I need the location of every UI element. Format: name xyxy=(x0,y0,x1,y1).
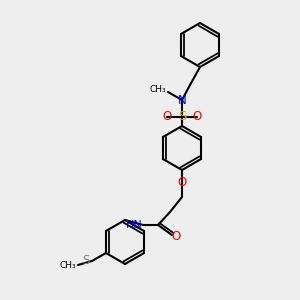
Text: S: S xyxy=(178,110,186,124)
Text: CH₃: CH₃ xyxy=(149,85,166,94)
Text: O: O xyxy=(171,230,181,244)
Text: S: S xyxy=(82,254,90,268)
Text: O: O xyxy=(162,110,172,124)
Text: HN: HN xyxy=(126,220,143,230)
Text: CH₃: CH₃ xyxy=(59,260,76,269)
Text: O: O xyxy=(177,176,187,190)
Text: N: N xyxy=(178,94,186,106)
Text: O: O xyxy=(192,110,202,124)
